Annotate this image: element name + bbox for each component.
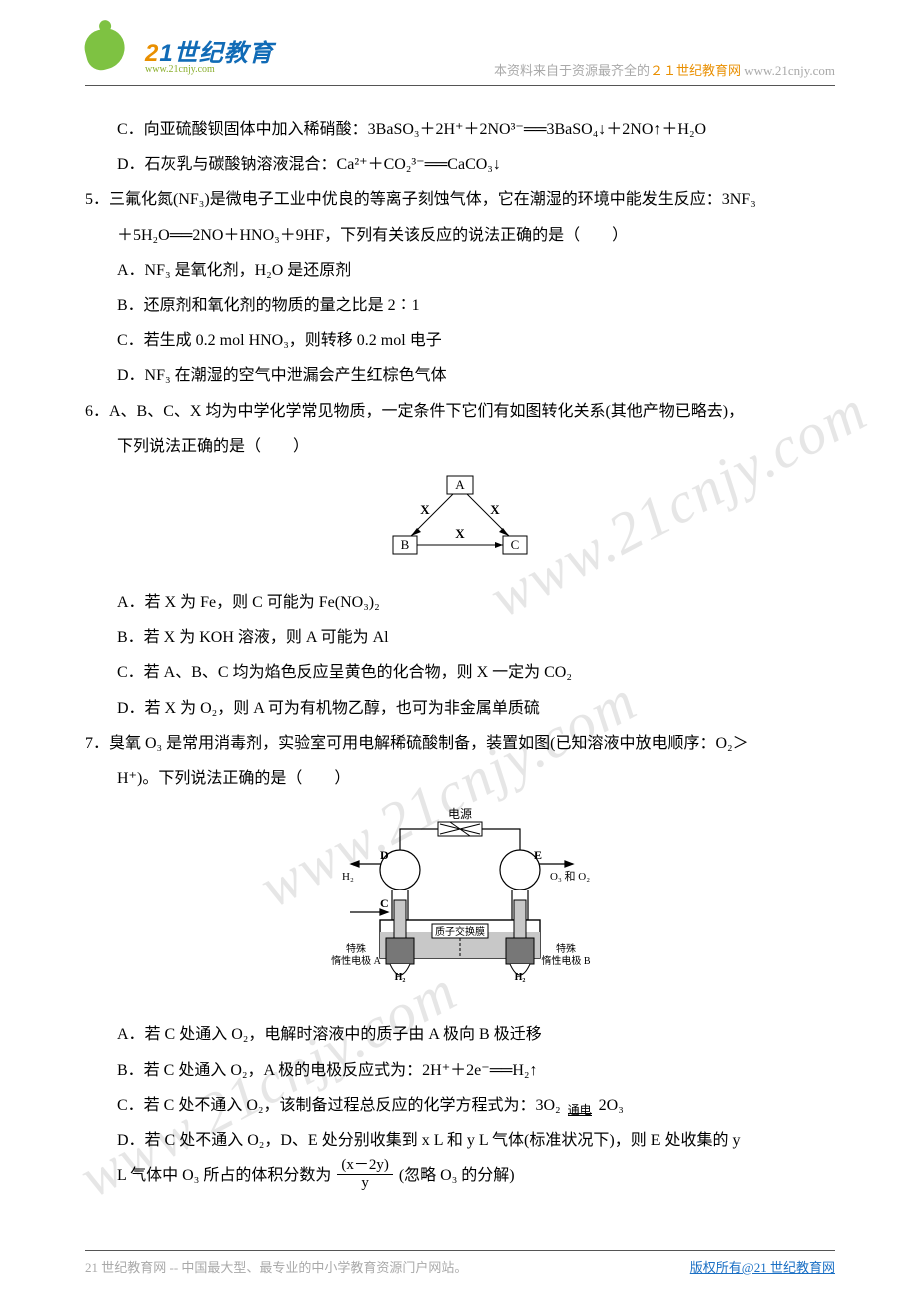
svg-text:惰性电极 A: 惰性电极 A [331, 954, 381, 967]
q4-option-c: C．向亚硫酸钡固体中加入稀硝酸：3BaSO₃＋2H⁺＋2NO³⁻══3BaSO₄… [85, 112, 835, 147]
q7-option-d-2: L 气体中 O₃ 所占的体积分数为 (x－2y) y (忽略 O₃ 的分解) [85, 1158, 835, 1193]
svg-text:质子交换膜: 质子交换膜 [435, 925, 485, 938]
q7-option-d-1: D．若 C 处不通入 O₂，D、E 处分别收集到 x L 和 y L 气体(标准… [85, 1123, 835, 1158]
q7-option-c: C．若 C 处不通入 O₂，该制备过程总反应的化学方程式为：3O₂ 通电 2O₃ [85, 1088, 835, 1123]
svg-text:惰性电极 B: 惰性电极 B [541, 954, 590, 967]
q5-stem: 5．三氟化氮(NF₃)是微电子工业中优良的等离子刻蚀气体，它在潮湿的环境中能发生… [85, 182, 835, 217]
q6-stem-2: 下列说法正确的是（ ） [85, 429, 835, 464]
fraction: (x－2y) y [337, 1157, 393, 1191]
svg-text:B: B [401, 537, 410, 552]
q7-option-a: A．若 C 处通入 O₂，电解时溶液中的质子由 A 极向 B 极迁移 [85, 1017, 835, 1052]
q5-option-c: C．若生成 0.2 mol HNO₃，则转移 0.2 mol 电子 [85, 323, 835, 358]
svg-text:C: C [380, 896, 389, 910]
q6-option-b: B．若 X 为 KOH 溶液，则 A 可能为 Al [85, 620, 835, 655]
svg-text:C: C [511, 537, 520, 552]
q5-option-a: A．NF₃ 是氧化剂，H₂O 是还原剂 [85, 253, 835, 288]
logo-mark [85, 29, 149, 79]
q4-option-d: D．石灰乳与碳酸钠溶液混合：Ca²⁺＋CO₂³⁻══CaCO₃↓ [85, 147, 835, 182]
header-source: 本资料来自于资源最齐全的２１世纪教育网 www.21cnjy.com [494, 60, 835, 79]
svg-text:X: X [420, 502, 430, 517]
page-header: 21世纪教育 www.21cnjy.com 本资料来自于资源最齐全的２１世纪教育… [85, 30, 835, 86]
svg-text:H₂: H₂ [395, 972, 406, 983]
content-body: C．向亚硫酸钡固体中加入稀硝酸：3BaSO₃＋2H⁺＋2NO³⁻══3BaSO₄… [85, 112, 835, 1193]
footer-left: 21 世纪教育网 -- 中国最大型、最专业的中小学教育资源门户网站。 [85, 1257, 467, 1276]
svg-text:E: E [534, 848, 542, 862]
svg-text:X: X [455, 526, 465, 541]
logo-text-cn: 1世纪教育 [159, 40, 273, 67]
page-footer: 21 世纪教育网 -- 中国最大型、最专业的中小学教育资源门户网站。 版权所有@… [85, 1250, 835, 1276]
svg-text:O₃ 和 O₂: O₃ 和 O₂ [550, 870, 590, 883]
q6-stem: 6．A、B、C、X 均为中学化学常见物质，一定条件下它们有如图转化关系(其他产物… [85, 394, 835, 429]
svg-text:特殊: 特殊 [346, 942, 366, 955]
footer-copyright-link[interactable]: 版权所有@21 世纪教育网 [690, 1257, 835, 1276]
svg-text:D: D [380, 848, 389, 862]
site-logo: 21世纪教育 www.21cnjy.com [85, 29, 274, 79]
svg-text:H₂: H₂ [342, 871, 354, 883]
q6-diagram: A B C X X X [85, 472, 835, 575]
q7-stem: 7．臭氧 O₃ 是常用消毒剂，实验室可用电解稀硫酸制备，装置如图(已知溶液中放电… [85, 726, 835, 761]
q7-option-b: B．若 C 处通入 O₂，A 极的电极反应式为：2H⁺＋2e⁻══H₂↑ [85, 1053, 835, 1088]
q5-stem-2: ＋5H₂O══2NO＋HNO₃＋9HF，下列有关该反应的说法正确的是（ ） [85, 218, 835, 253]
q7-stem-2: H⁺)。下列说法正确的是（ ） [85, 761, 835, 796]
q7-diagram: 电源 [85, 804, 835, 1007]
svg-text:特殊: 特殊 [556, 942, 576, 955]
q5-option-b: B．还原剂和氧化剂的物质的量之比是 2∶1 [85, 288, 835, 323]
q6-option-a: A．若 X 为 Fe，则 C 可能为 Fe(NO₃)₂ [85, 585, 835, 620]
q6-option-d: D．若 X 为 O₂，则 A 可为有机物乙醇，也可为非金属单质硫 [85, 691, 835, 726]
svg-text:H₂: H₂ [515, 972, 526, 983]
q6-option-c: C．若 A、B、C 均为焰色反应呈黄色的化合物，则 X 一定为 CO₂ [85, 655, 835, 690]
svg-text:X: X [490, 502, 500, 517]
svg-text:A: A [455, 477, 465, 492]
svg-text:电源: 电源 [448, 807, 472, 821]
q5-option-d: D．NF₃ 在潮湿的空气中泄漏会产生红棕色气体 [85, 358, 835, 393]
